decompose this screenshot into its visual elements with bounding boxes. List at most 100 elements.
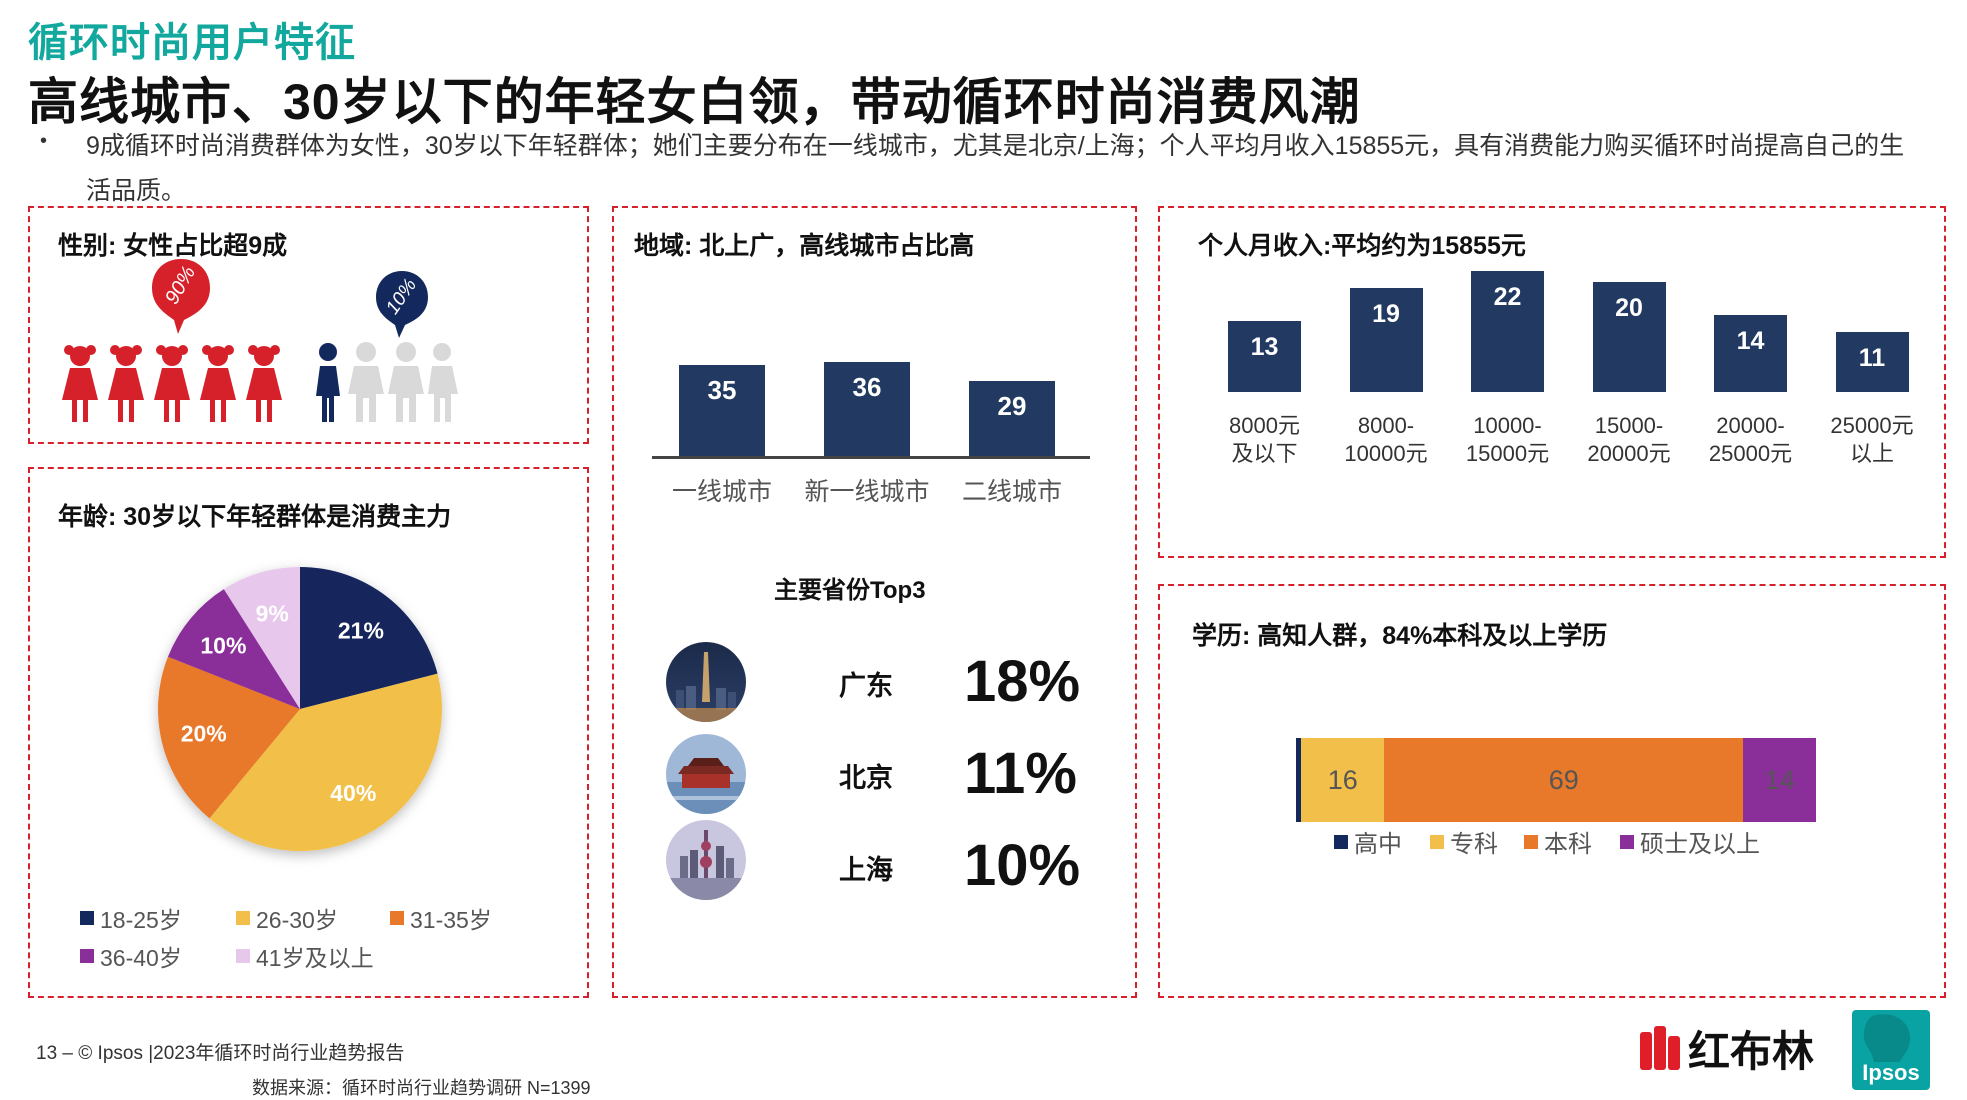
income-category-line-3-2: 15000元	[1465, 441, 1550, 466]
income-category-line-1-2: 及以下	[1231, 441, 1298, 466]
age-legend-item-5: 41岁及以上	[236, 939, 374, 973]
age-legend-label-4: 36-40岁	[100, 945, 182, 971]
age-legend-swatch-5	[236, 949, 250, 963]
education-panel: 学历: 高知人群，84%本科及以上学历 16 69 14 高中 专科 本科 硕士及以上	[1158, 584, 1946, 998]
age-panel: 年龄: 30岁以下年轻群体是消费主力 21% 40% 20% 10% 9% 18-25岁…	[28, 467, 589, 998]
income-category-line-5-1: 20000-	[1716, 413, 1785, 438]
education-legend-swatch-3	[1524, 834, 1538, 849]
age-slice-label-2: 40%	[330, 780, 376, 806]
ipsos-logo-text: Ipsos	[1862, 1060, 1920, 1085]
age-title: 年龄: 30岁以下年轻群体是消费主力	[58, 503, 452, 531]
income-category-line-6-1: 25000元	[1830, 413, 1914, 438]
age-pie-slices	[158, 567, 442, 851]
age-slice-label-1: 21%	[338, 617, 384, 643]
region-panel: 地域: 北上广，高线城市占比高 35 一线城市 36 新一线城市 29 二线城市 主要省份…	[612, 206, 1137, 998]
education-legend-swatch-4	[1620, 834, 1634, 849]
education-legend-label-1: 高中	[1354, 831, 1402, 858]
income-category-line-4-2: 20000元	[1587, 441, 1671, 466]
age-pie-chart: 21% 40% 20% 10% 9%	[158, 567, 442, 851]
income-title: 个人月收入:平均约为15855元	[1198, 232, 1526, 260]
redbrick-logo-icon	[1640, 1025, 1680, 1070]
age-legend-item-4: 36-40岁	[80, 939, 182, 973]
shanghai-skyline-icon	[666, 820, 746, 900]
income-category-label-3: 10000- 15000元	[1446, 412, 1569, 468]
city-chart-baseline	[652, 456, 1090, 459]
footer-page-info: 13 – © Ipsos |2023年循环时尚行业趋势报告	[36, 1043, 405, 1064]
age-legend-label-1: 18-25岁	[100, 907, 182, 933]
summary-bullet: 9成循环时尚消费群体为女性，30岁以下年轻群体；她们主要分布在一线城市，尤其是北…	[86, 132, 1905, 205]
age-legend-label-5: 41岁及以上	[256, 945, 374, 971]
age-slice-label-4: 10%	[200, 633, 246, 659]
city-bar-1: 35	[679, 365, 765, 456]
age-slice-label-3: 20%	[181, 721, 227, 747]
education-legend-item-1: 高中	[1334, 824, 1402, 859]
income-bar-5: 14	[1714, 315, 1787, 392]
education-legend-label-4: 硕士及以上	[1640, 831, 1760, 858]
guangzhou-skyline-icon	[666, 642, 746, 722]
income-bar-1: 13	[1228, 320, 1301, 392]
gender-figures	[62, 342, 458, 422]
income-panel: 个人月收入:平均约为15855元 13 8000元及以下 19 8000- 10000元…	[1158, 206, 1946, 558]
education-stacked-bar: 16 69 14	[1296, 738, 1816, 822]
region-title: 地域: 北上广，高线城市占比高	[634, 232, 975, 260]
province-name-guangdong: 广东	[839, 671, 893, 701]
age-slice-2	[209, 673, 442, 851]
footer-source: 数据来源：循环时尚行业趋势调研 N=1399	[252, 1078, 591, 1098]
education-legend-swatch-1	[1334, 834, 1348, 849]
province-value-guangdong: 18%	[964, 649, 1081, 714]
province-value-beijing: 11%	[964, 741, 1077, 806]
income-category-label-4: 15000- 20000元	[1568, 412, 1691, 468]
income-category-line-3-1: 10000-	[1473, 413, 1542, 438]
city-category-label-2: 新一线城市	[804, 478, 930, 506]
province-name-beijing: 北京	[839, 763, 893, 793]
income-category-label-1: 8000元及以下	[1203, 412, 1326, 468]
city-category-label-1: 一线城市	[671, 478, 772, 506]
income-category-label-6: 25000元 以上	[1811, 412, 1934, 468]
province-name-shanghai: 上海	[839, 855, 893, 885]
income-category-line-2-2: 10000元	[1344, 441, 1428, 466]
education-legend-swatch-2	[1430, 834, 1444, 849]
shanghai-city-image	[666, 820, 746, 900]
income-category-label-5: 20000- 25000元	[1689, 412, 1812, 468]
income-category-line-4-1: 15000-	[1594, 413, 1664, 438]
age-legend-label-2: 26-30岁	[256, 907, 338, 933]
income-bar-2: 19	[1349, 287, 1423, 392]
income-bar-4: 20	[1592, 282, 1666, 392]
age-legend-label-3: 31-35岁	[410, 907, 492, 933]
age-slice-label-5: 9%	[256, 601, 289, 627]
education-segment-2: 16	[1301, 738, 1385, 822]
ipsos-head-icon	[1863, 1014, 1911, 1062]
education-title: 学历: 高知人群，84%本科及以上学历	[1192, 622, 1608, 650]
education-legend-label-3: 本科	[1544, 831, 1592, 858]
female-badge-shape	[152, 259, 210, 334]
redbrick-logo: 红布林	[1638, 1018, 1814, 1079]
age-slice-4	[167, 589, 300, 709]
city-bar-2: 36	[824, 362, 910, 456]
income-category-label-2: 8000- 10000元	[1325, 412, 1448, 468]
education-segment-4: 14	[1743, 738, 1816, 822]
report-kicker: 循环时尚用户特征	[28, 21, 356, 65]
income-category-line-1-1: 8000元	[1229, 413, 1300, 438]
bullet-marker: •	[40, 130, 48, 152]
age-legend-swatch-2	[236, 911, 250, 925]
age-legend-swatch-3	[390, 911, 404, 925]
education-legend-item-3: 本科	[1524, 824, 1592, 859]
beijing-landmark-icon	[666, 734, 746, 814]
age-legend-item-3: 31-35岁	[390, 901, 492, 935]
ipsos-logo: Ipsos	[1852, 1010, 1930, 1090]
male-figure-icons	[316, 342, 458, 422]
city-bar-3: 29	[969, 380, 1055, 456]
age-legend-swatch-1	[80, 911, 94, 925]
female-figure-icons	[62, 345, 282, 422]
age-slice-1	[300, 567, 438, 709]
age-slice-5	[223, 567, 300, 709]
education-legend-item-2: 专科	[1430, 824, 1498, 859]
age-legend-swatch-4	[80, 949, 94, 963]
female-badge: 90%	[148, 256, 214, 336]
male-badge: 10%	[372, 268, 432, 340]
education-segment-3: 69	[1384, 738, 1744, 822]
gender-title: 性别: 女性占比超9成	[58, 232, 288, 260]
page-headline: 高线城市、30岁以下的年轻女白领，带动循环时尚消费风潮	[28, 74, 1361, 130]
beijing-city-image	[666, 734, 746, 814]
income-category-line-2-1: 8000-	[1357, 413, 1415, 438]
